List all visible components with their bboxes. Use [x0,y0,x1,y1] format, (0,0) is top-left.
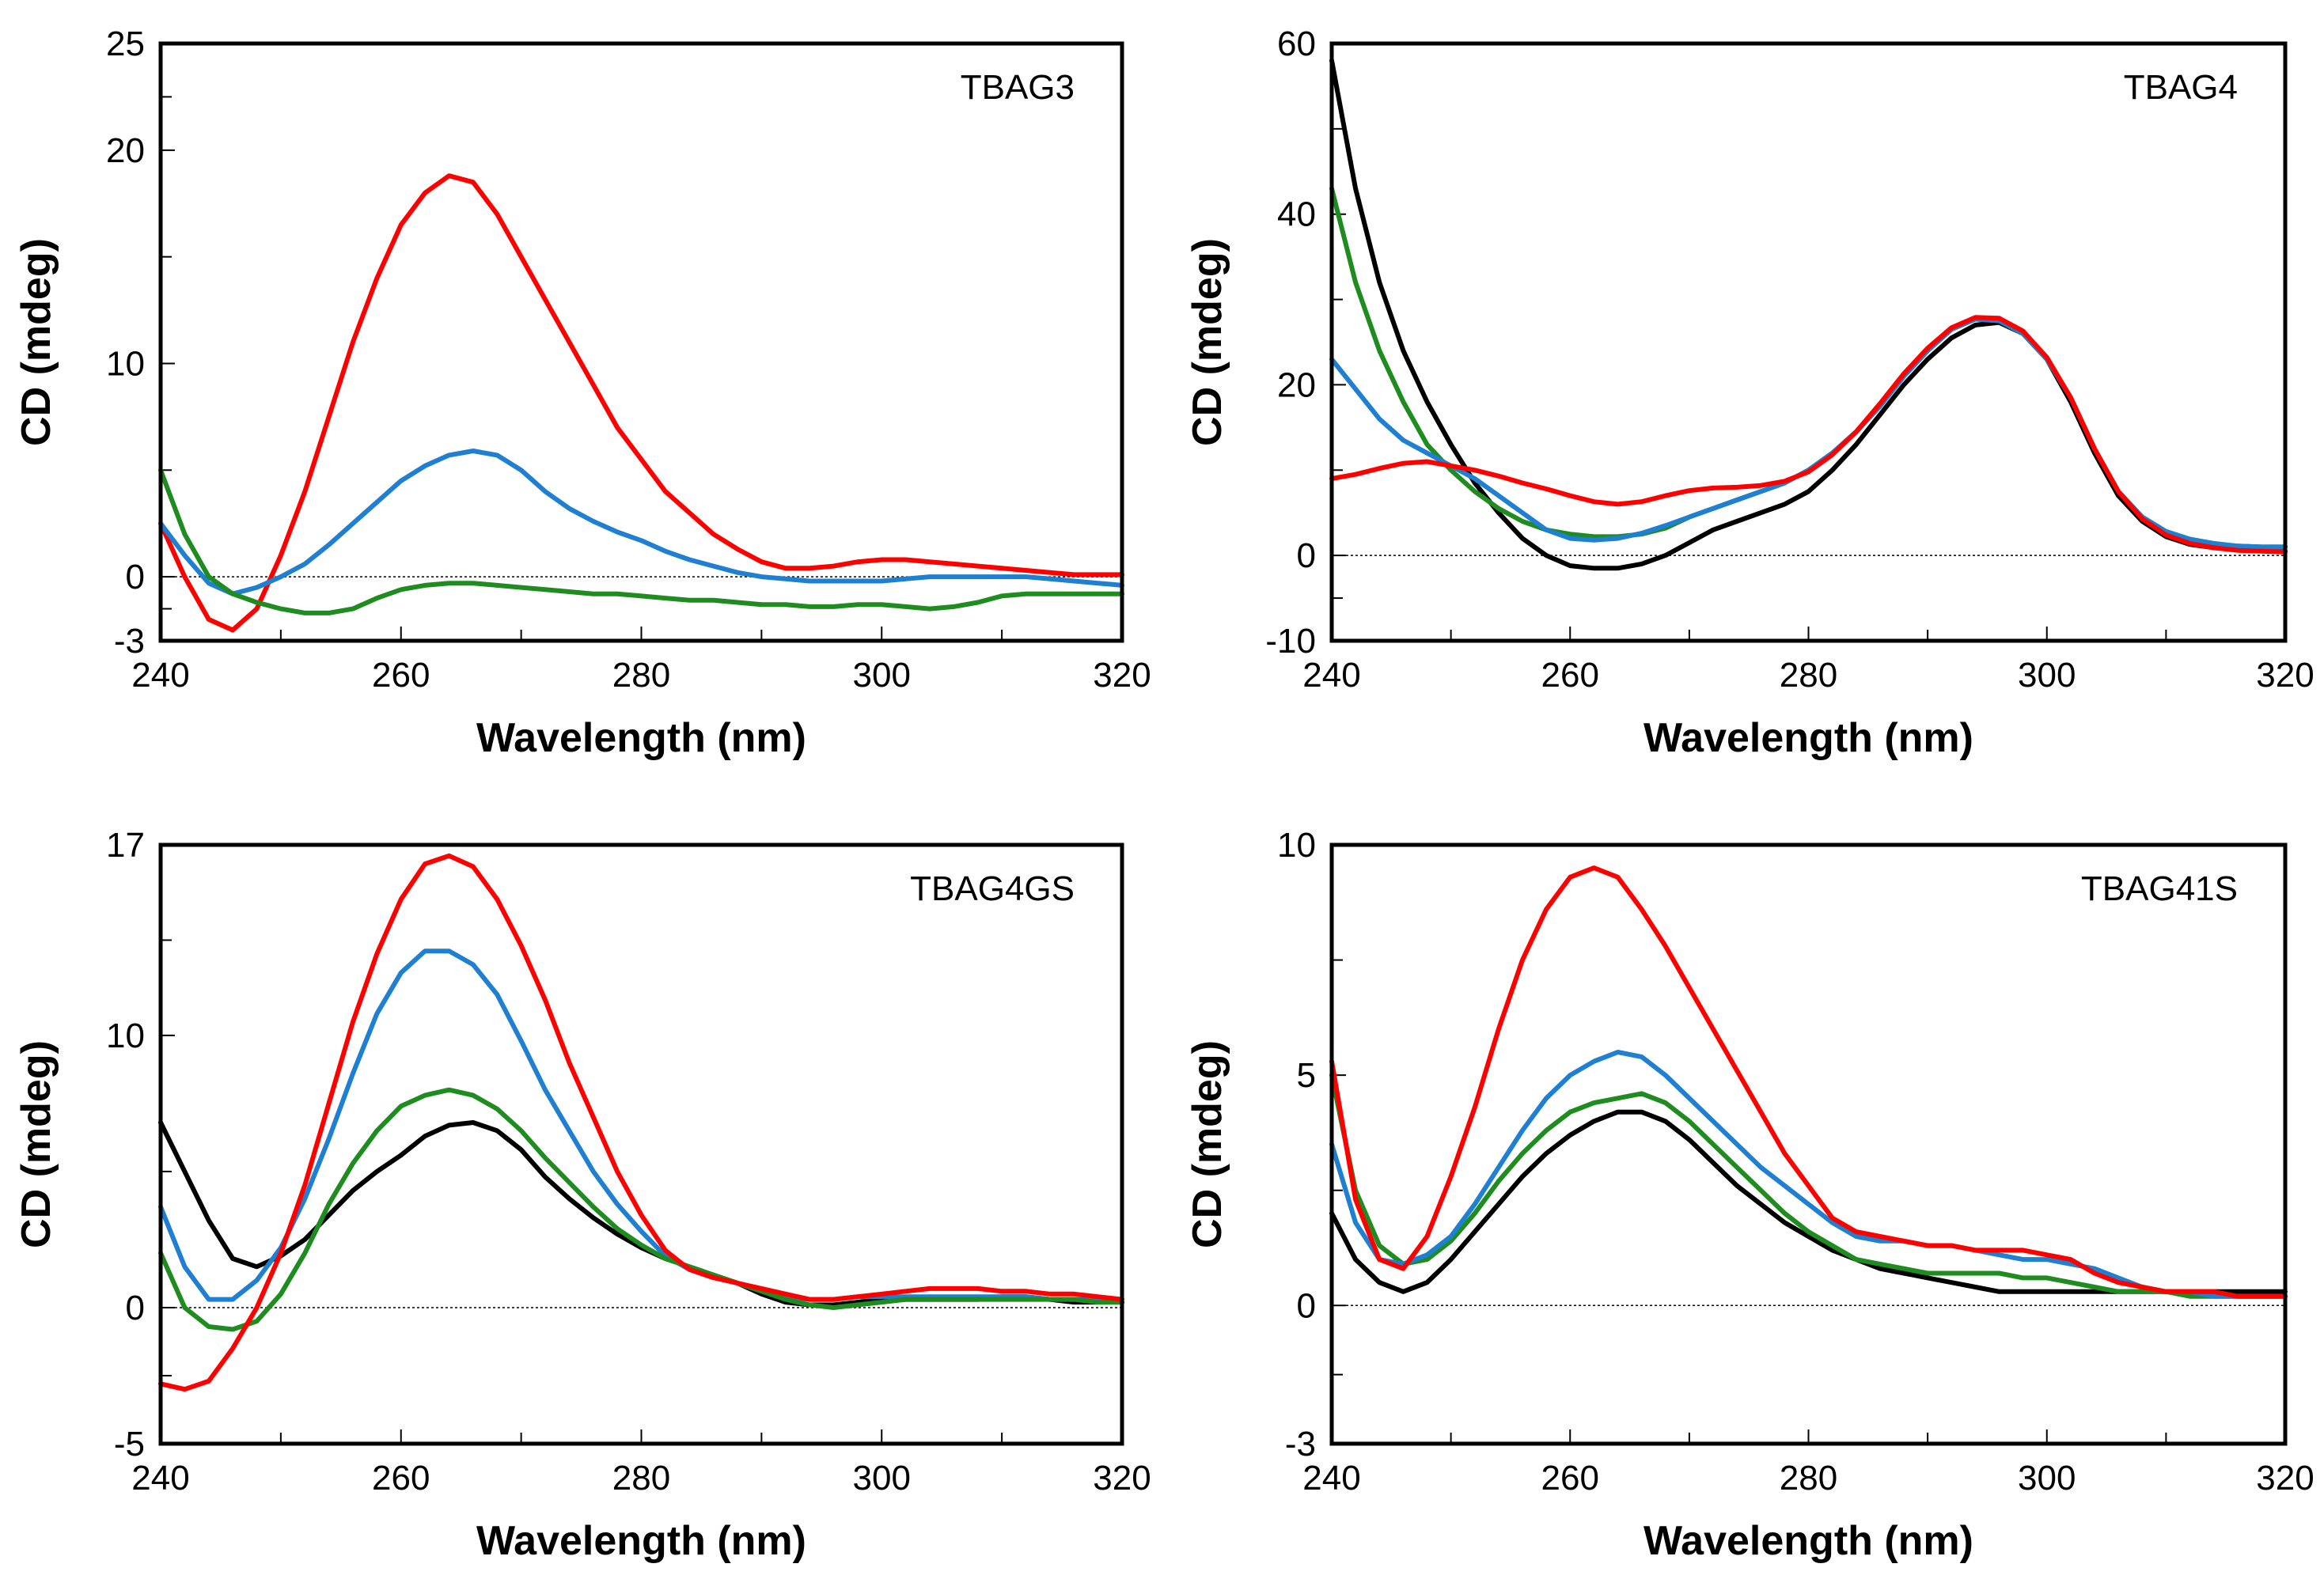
x-tick-label: 240 [1302,656,1360,695]
y-axis-title: CD (mdeg) [1185,1040,1230,1248]
y-tick-label: 40 [1277,195,1316,234]
x-axis-title: Wavelength (nm) [1643,1518,1973,1564]
x-tick-label: 320 [1093,1459,1151,1497]
y-tick-label: 5 [1297,1056,1316,1095]
plot-frame [158,41,1124,643]
plot-frame [1329,842,2288,1446]
panel-label: TBAG4 [2124,68,2238,107]
y-tick-label: 10 [1277,826,1316,865]
panel-label: TBAG41S [2081,869,2238,908]
series-line-red [158,173,1124,633]
y-tick-label: 0 [1297,1286,1316,1325]
y-tick-label: 20 [106,131,145,170]
series-line-red [158,853,1124,1392]
x-axis-title: Wavelength (nm) [476,1518,806,1564]
panel-tbag3: 240 260 280 300 320 -3 0 10 20 25 Wavelength (nm) C… [13,25,1151,761]
x-tick-label: 260 [372,656,430,695]
y-tick-label: 25 [106,25,145,63]
series-line-blue [158,449,1124,596]
series-line-blue [1329,316,2288,550]
y-tick-label: 0 [126,1289,145,1327]
x-axis-title: Wavelength (nm) [1643,715,1973,761]
x-tick-label: 240 [131,656,189,695]
series-line-green [158,468,1124,615]
panel-tbag41s: 240 260 280 300 320 -3 0 5 10 Wavelength (nm) CD (… [1185,826,2315,1564]
y-tick-label: -3 [1285,1425,1316,1463]
x-tick-label: 300 [853,1459,911,1497]
series-line-green [1329,1073,2288,1299]
x-tick-label: 240 [131,1459,189,1497]
panel-label: TBAG4GS [910,869,1075,908]
y-tick-label: 10 [106,1017,145,1055]
x-tick-label: 300 [2018,656,2076,695]
series-line-red [1329,315,2288,555]
y-tick-label: 17 [106,826,145,865]
x-tick-label: 320 [2256,1459,2314,1497]
panel-tbag4gs: 240 260 280 300 320 -5 0 10 17 Wavelength (nm) CD … [13,826,1151,1564]
y-tick-label: 20 [1277,365,1316,404]
y-axis-title: CD (mdeg) [13,238,59,446]
x-tick-label: 280 [1780,656,1837,695]
x-tick-label: 320 [2256,656,2314,695]
x-tick-label: 260 [1541,656,1599,695]
y-tick-label: -10 [1265,622,1316,661]
y-tick-label: -5 [114,1425,145,1463]
x-tick-label: 280 [612,656,670,695]
x-tick-label: 300 [2018,1459,2076,1497]
y-tick-label: 0 [1297,536,1316,575]
x-tick-label: 260 [372,1459,430,1497]
series-line-blue [158,948,1124,1305]
x-tick-label: 320 [1093,656,1151,695]
y-tick-label: 60 [1277,25,1316,63]
y-tick-label: 0 [126,558,145,596]
series-line-green [158,1087,1124,1332]
x-axis-title: Wavelength (nm) [476,715,806,761]
series-line-red [1329,865,2288,1299]
panel-label: TBAG3 [961,68,1075,107]
plot-frame [158,842,1124,1446]
plot-frame [1329,41,2288,643]
y-tick-label: -3 [114,622,145,661]
y-axis-title: CD (mdeg) [1185,238,1230,446]
series-line-blue [1329,1050,2288,1299]
x-tick-label: 260 [1541,1459,1599,1497]
x-tick-label: 280 [612,1459,670,1497]
x-tick-label: 240 [1302,1459,1360,1497]
y-tick-label: 10 [106,344,145,383]
panel-tbag4: 240 260 280 300 320 -10 0 20 40 60 Wavelength (nm)… [1185,25,2315,761]
y-axis-title: CD (mdeg) [13,1040,59,1248]
x-tick-label: 300 [853,656,911,695]
x-tick-label: 280 [1780,1459,1837,1497]
